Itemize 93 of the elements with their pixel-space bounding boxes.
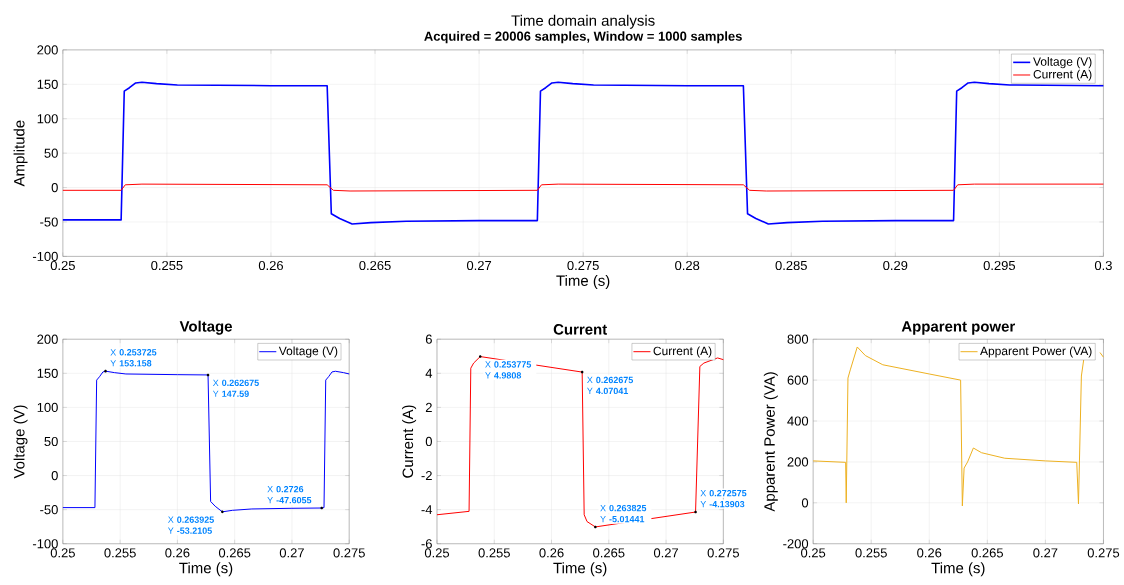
- y-axis-title: Amplitude: [13, 120, 28, 187]
- annotation: Y -4.13903: [700, 501, 745, 508]
- annotation: Y 147.59: [212, 390, 249, 398]
- y-axis-title: Apparent Power (VA): [763, 372, 778, 512]
- x-tick-label: 0.26: [539, 548, 564, 558]
- line-series: [62, 370, 350, 514]
- y-tick-label: 0: [51, 471, 58, 481]
- annotation: X 0.263825: [600, 505, 647, 512]
- x-tick-label: 0.29: [883, 261, 908, 271]
- chart-title: Time domain analysis: [511, 15, 655, 29]
- x-tick-label: 0.255: [478, 548, 510, 558]
- annotation: Y -53.2105: [167, 527, 212, 535]
- y-tick-label: 2: [425, 403, 432, 413]
- legend-label: Voltage (V): [278, 346, 338, 358]
- y-tick-label: 4: [425, 369, 433, 378]
- x-tick-label: 0.265: [218, 548, 251, 558]
- x-tick-label: 0.3: [1094, 261, 1112, 271]
- annotation: Y -5.01441: [600, 516, 645, 523]
- x-tick-label: 0.27: [279, 548, 304, 558]
- annotation: X 0.272575: [700, 490, 747, 497]
- x-axis-title: Time (s): [556, 275, 610, 290]
- legend-label: Voltage (V): [1033, 57, 1092, 69]
- x-tick-label: 0.265: [359, 261, 391, 271]
- x-tick-label: 0.265: [971, 548, 1003, 558]
- y-tick-label: 150: [37, 368, 58, 379]
- chart-title: Current: [553, 324, 607, 335]
- x-tick-label: 0.26: [258, 261, 284, 271]
- y-tick-label: 0: [425, 437, 432, 447]
- y-tick-label: 150: [37, 79, 58, 90]
- x-axis-title: Time (s): [179, 562, 233, 577]
- x-tick-label: 0.25: [801, 548, 826, 558]
- annotation: X 0.253775: [485, 361, 532, 368]
- y-tick-label: 200: [37, 334, 58, 344]
- x-tick-label: 0.28: [675, 261, 700, 271]
- x-tick-label: 0.275: [1087, 548, 1120, 558]
- y-tick-label: -50: [40, 217, 58, 227]
- y-tick-label: 800: [787, 334, 809, 344]
- x-tick-label: 0.265: [593, 548, 625, 558]
- y-tick-label: -100: [32, 251, 58, 262]
- annotation: X 0.263925: [167, 516, 214, 524]
- annotation: X 0.262675: [587, 376, 634, 384]
- x-tick-label: 0.26: [917, 548, 942, 558]
- x-tick-label: 0.25: [424, 548, 450, 558]
- y-tick-label: 0: [51, 183, 58, 193]
- x-tick-label: 0.275: [707, 548, 740, 558]
- annotation: Y 4.9808: [485, 372, 522, 379]
- y-axis-title: Current (A): [402, 405, 417, 478]
- x-tick-label: 0.255: [151, 261, 183, 271]
- annotation: X 0.253725: [110, 349, 157, 356]
- y-tick-label: -6: [421, 539, 432, 549]
- annotation: X 0.2726: [267, 486, 304, 493]
- annotation: X 0.262675: [212, 379, 259, 387]
- x-tick-label: 0.27: [1033, 548, 1058, 558]
- chart-title: Voltage: [179, 320, 232, 335]
- y-tick-label: -50: [40, 505, 58, 515]
- y-tick-label: 0: [801, 498, 809, 508]
- x-axis-title: Time (s): [931, 562, 985, 577]
- y-tick-label: -100: [32, 539, 58, 549]
- y-tick-label: 6: [425, 334, 432, 344]
- x-tick-label: 0.25: [50, 261, 75, 271]
- y-tick-label: 200: [37, 45, 58, 55]
- y-tick-label: -200: [783, 539, 809, 549]
- y-tick-label: 50: [44, 437, 58, 447]
- x-tick-label: 0.27: [653, 548, 679, 558]
- y-tick-label: 50: [44, 148, 58, 158]
- chart-title: Apparent power: [901, 321, 1016, 335]
- annotation: Y 153.158: [110, 360, 152, 367]
- legend-label: Current (A): [653, 346, 712, 358]
- legend-label: Apparent Power (VA): [980, 346, 1092, 358]
- line-series: [62, 183, 1104, 192]
- x-tick-label: 0.285: [775, 261, 807, 271]
- y-tick-label: 100: [37, 114, 58, 124]
- y-tick-label: -4: [421, 505, 433, 515]
- x-tick-label: 0.255: [104, 548, 136, 558]
- y-tick-label: 400: [787, 416, 809, 426]
- x-axis-title: Time (s): [553, 562, 607, 577]
- y-tick-label: 600: [787, 375, 809, 385]
- x-tick-label: 0.255: [855, 548, 887, 558]
- y-axis-title: Voltage (V): [13, 405, 28, 479]
- x-tick-label: 0.275: [333, 548, 365, 558]
- x-tick-label: 0.25: [50, 548, 75, 558]
- chart-subtitle: Acquired = 20006 samples, Window = 1000 samples: [424, 31, 742, 44]
- x-tick-label: 0.295: [983, 261, 1016, 271]
- y-tick-label: -2: [421, 471, 432, 481]
- x-tick-label: 0.26: [165, 548, 190, 558]
- y-tick-label: 100: [37, 402, 58, 413]
- x-tick-label: 0.27: [466, 261, 492, 271]
- y-tick-label: 200: [787, 457, 809, 467]
- legend-label: Current (A): [1033, 69, 1092, 81]
- annotation: Y -47.6055: [267, 497, 312, 504]
- annotation: Y 4.07041: [587, 387, 629, 395]
- line-series: [62, 81, 1105, 226]
- x-tick-label: 0.275: [567, 261, 599, 271]
